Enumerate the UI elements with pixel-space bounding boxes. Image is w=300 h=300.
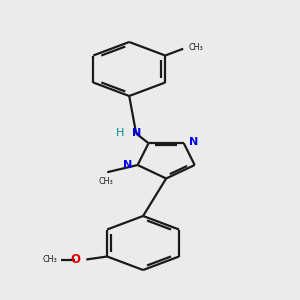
Text: N: N [131, 128, 141, 138]
Text: H: H [116, 128, 124, 138]
Text: CH₃: CH₃ [189, 43, 203, 52]
Text: CH₃: CH₃ [99, 177, 114, 186]
Text: N: N [123, 160, 132, 170]
Text: CH₃: CH₃ [43, 255, 57, 264]
Text: N: N [189, 137, 199, 147]
Text: O: O [71, 253, 81, 266]
